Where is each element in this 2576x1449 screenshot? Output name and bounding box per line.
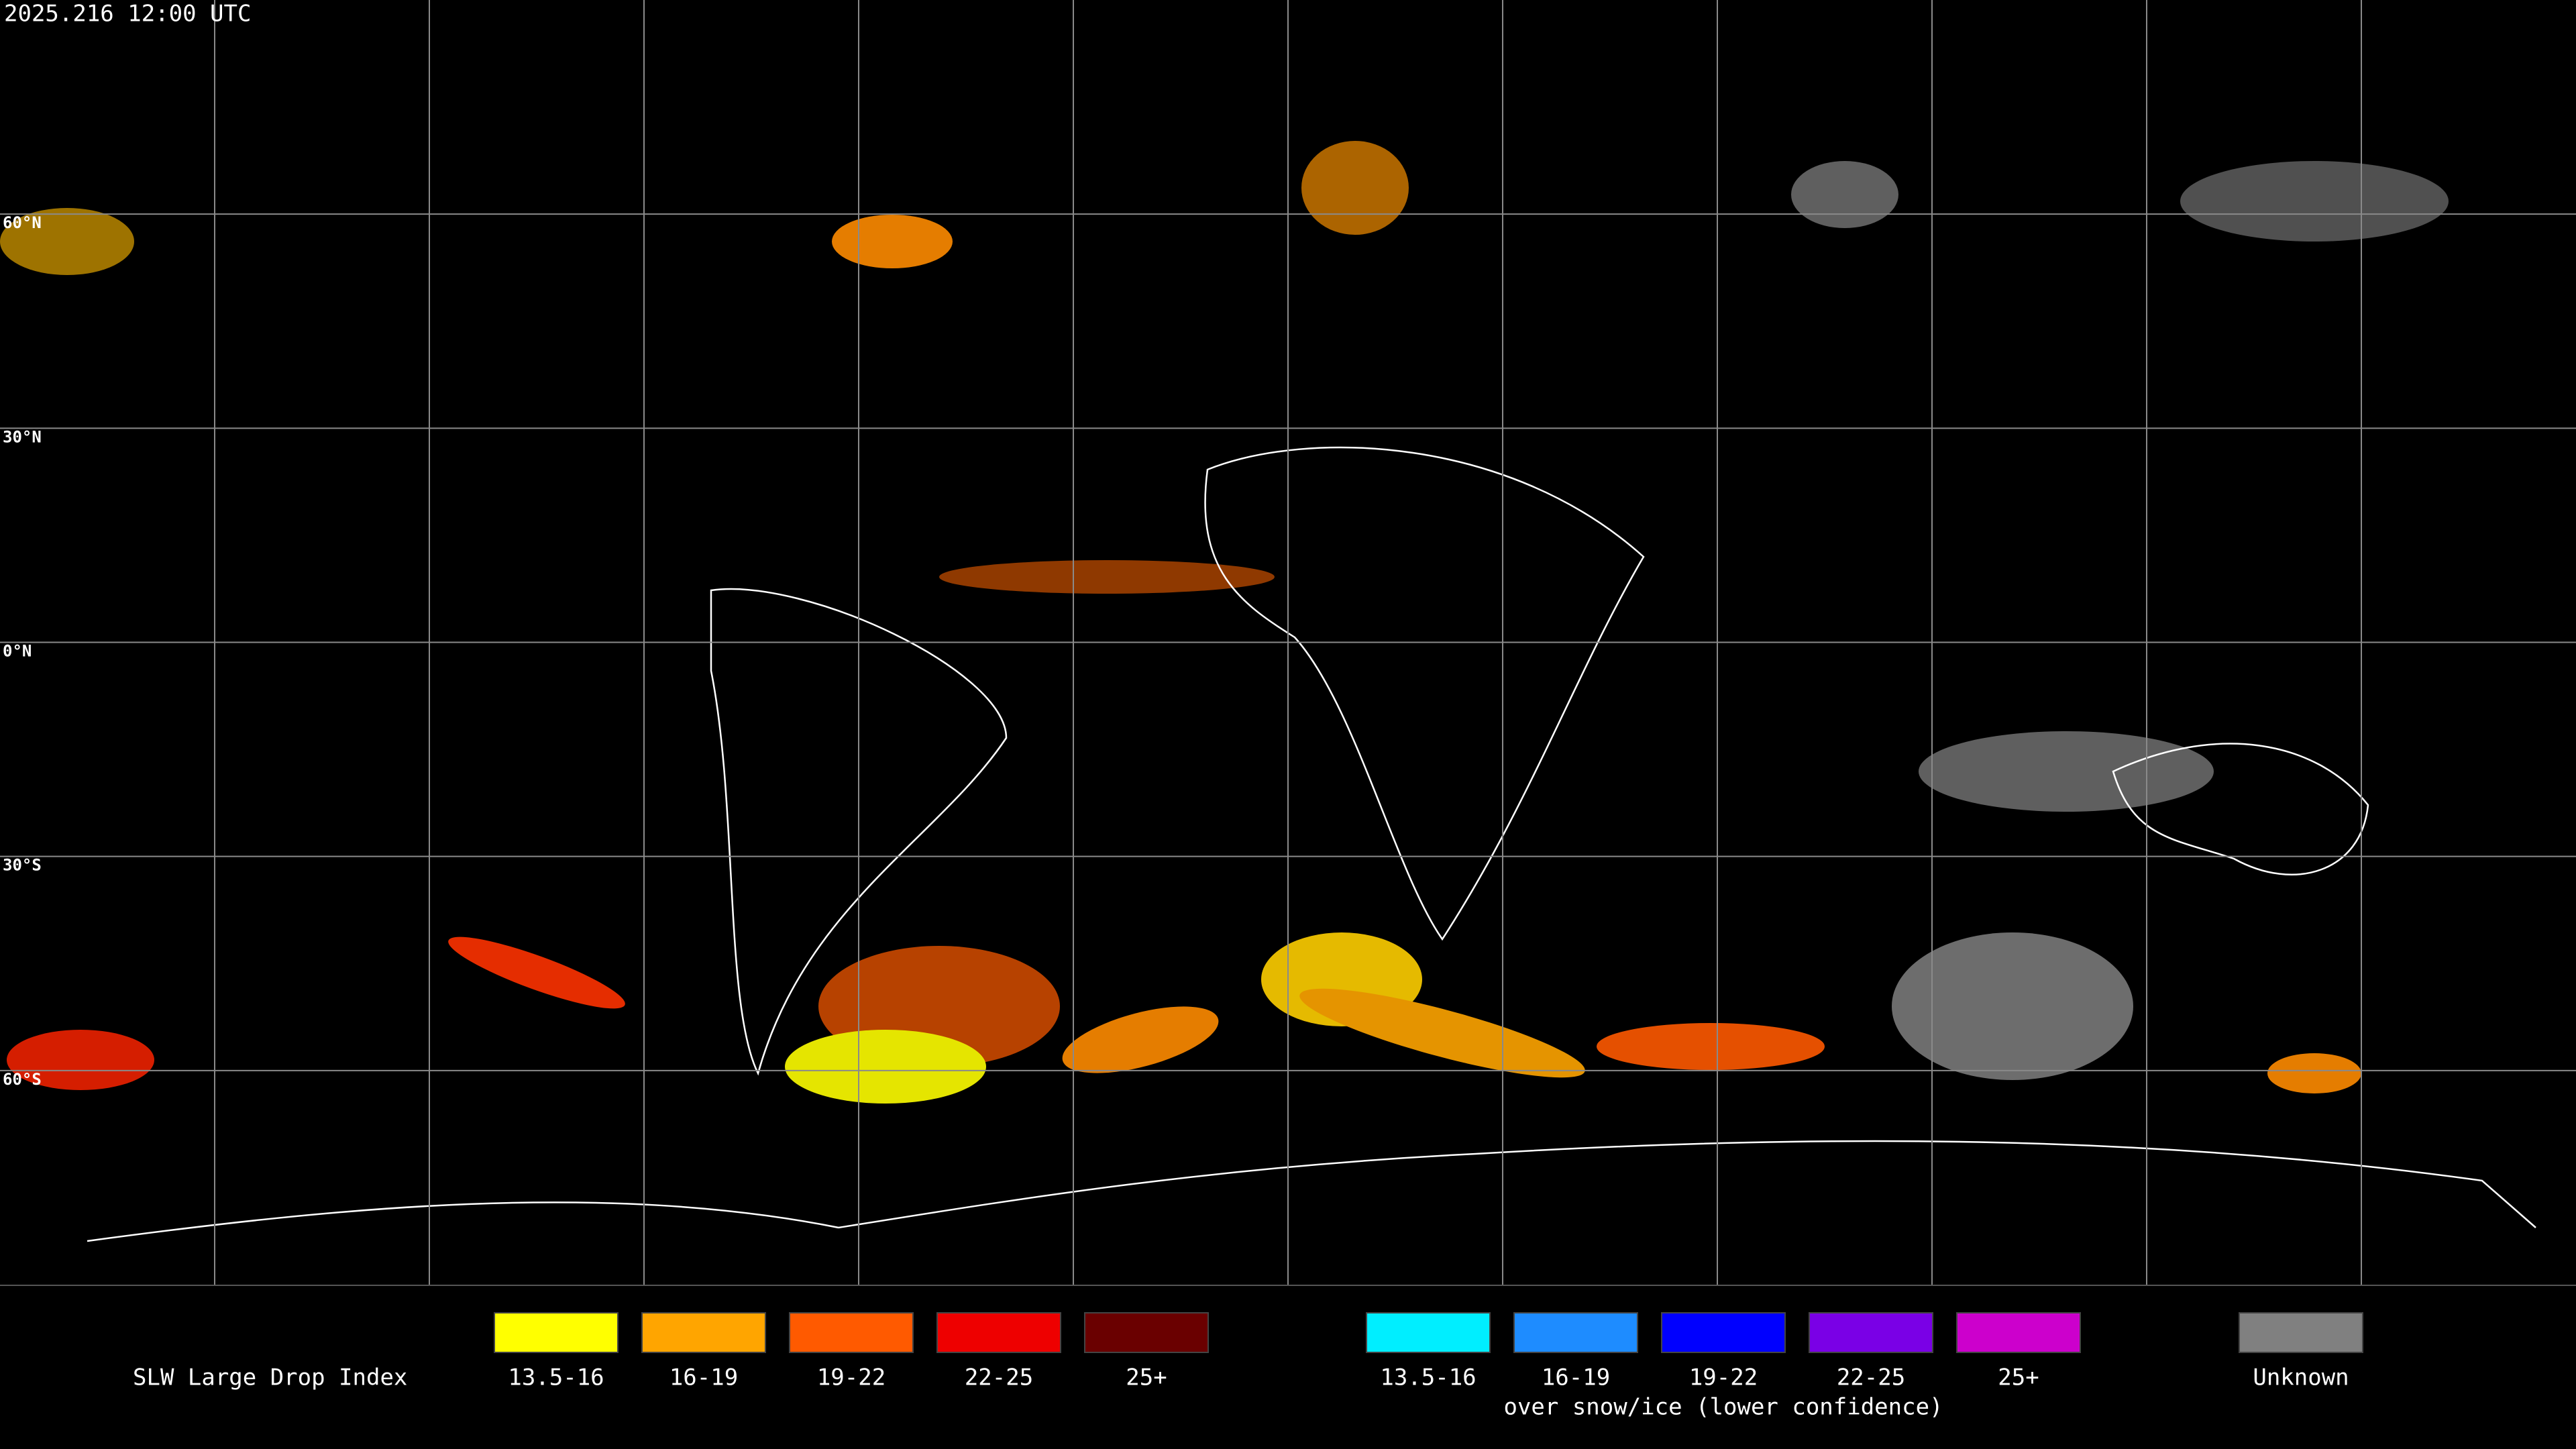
legend-swatch-label: 22-25 [965,1364,1033,1391]
legend-swatch-label: 19-22 [817,1364,885,1391]
unknown-area [1791,161,1898,228]
legend-swatch-label: 13.5-16 [508,1364,604,1391]
coastline [87,1201,839,1242]
drop-area [832,215,953,268]
unknown-area [2180,161,2449,241]
legend-swatch [789,1312,914,1353]
snow-swatch-label: 13.5-16 [1380,1364,1476,1391]
drop-area [1299,988,1585,1078]
legend-swatch [641,1312,766,1353]
lat-label: 60°S [3,1070,42,1089]
drop-area [0,208,134,275]
lat-label: 30°S [3,856,42,875]
unknown-swatch [2239,1312,2363,1353]
drop-area [448,936,625,1009]
drop-area [1301,141,1409,235]
snow-swatch-label: 22-25 [1837,1364,1905,1391]
legend-title: SLW Large Drop Index [133,1364,407,1391]
graticule: 60°N 30°N 0°N 30°S 60°S [0,0,2576,1285]
legend-swatch [494,1312,619,1353]
timestamp: 2025.216 12:00 UTC [4,1,251,28]
snow-swatch [1366,1312,1491,1353]
drop-area [2267,1053,2361,1093]
legend-bar [0,1285,2576,1449]
coastline [838,1140,2536,1229]
drop-area [1062,1006,1219,1073]
legend-swatch-label: 25+ [1126,1364,1167,1391]
snow-swatch [1809,1312,1933,1353]
drop-area [7,1030,154,1090]
snow-swatch-label: 19-22 [1689,1364,1758,1391]
lat-label: 30°N [3,427,42,446]
drop-area [785,1030,986,1104]
unknown-swatch-label: Unknown [2253,1364,2349,1391]
snow-swatch [1513,1312,1638,1353]
coastline [2112,743,2369,875]
snow-swatch-label: 25+ [1998,1364,2039,1391]
coastline [710,588,1008,1076]
snow-swatch [1661,1312,1786,1353]
unknown-area [1919,731,2214,812]
legend: SLW Large Drop Index 13.5-16 16-19 19-22 22-… [0,1285,2576,1449]
legend-swatch [936,1312,1061,1353]
lat-label: 0°N [3,642,32,661]
coastlines [87,446,2536,1242]
snow-swatch [1956,1312,2081,1353]
legend-swatch-label: 16-19 [669,1364,738,1391]
coastline [1204,446,1645,941]
drop-area [939,560,1275,594]
snow-caption: over snow/ice (lower confidence) [1503,1394,1943,1421]
unknown-area [1892,932,2133,1080]
legend-swatch [1084,1312,1209,1353]
cloud-field [0,141,2449,1104]
snow-swatch-label: 16-19 [1542,1364,1610,1391]
lat-label: 60°N [3,213,42,232]
drop-area [1597,1023,1825,1070]
